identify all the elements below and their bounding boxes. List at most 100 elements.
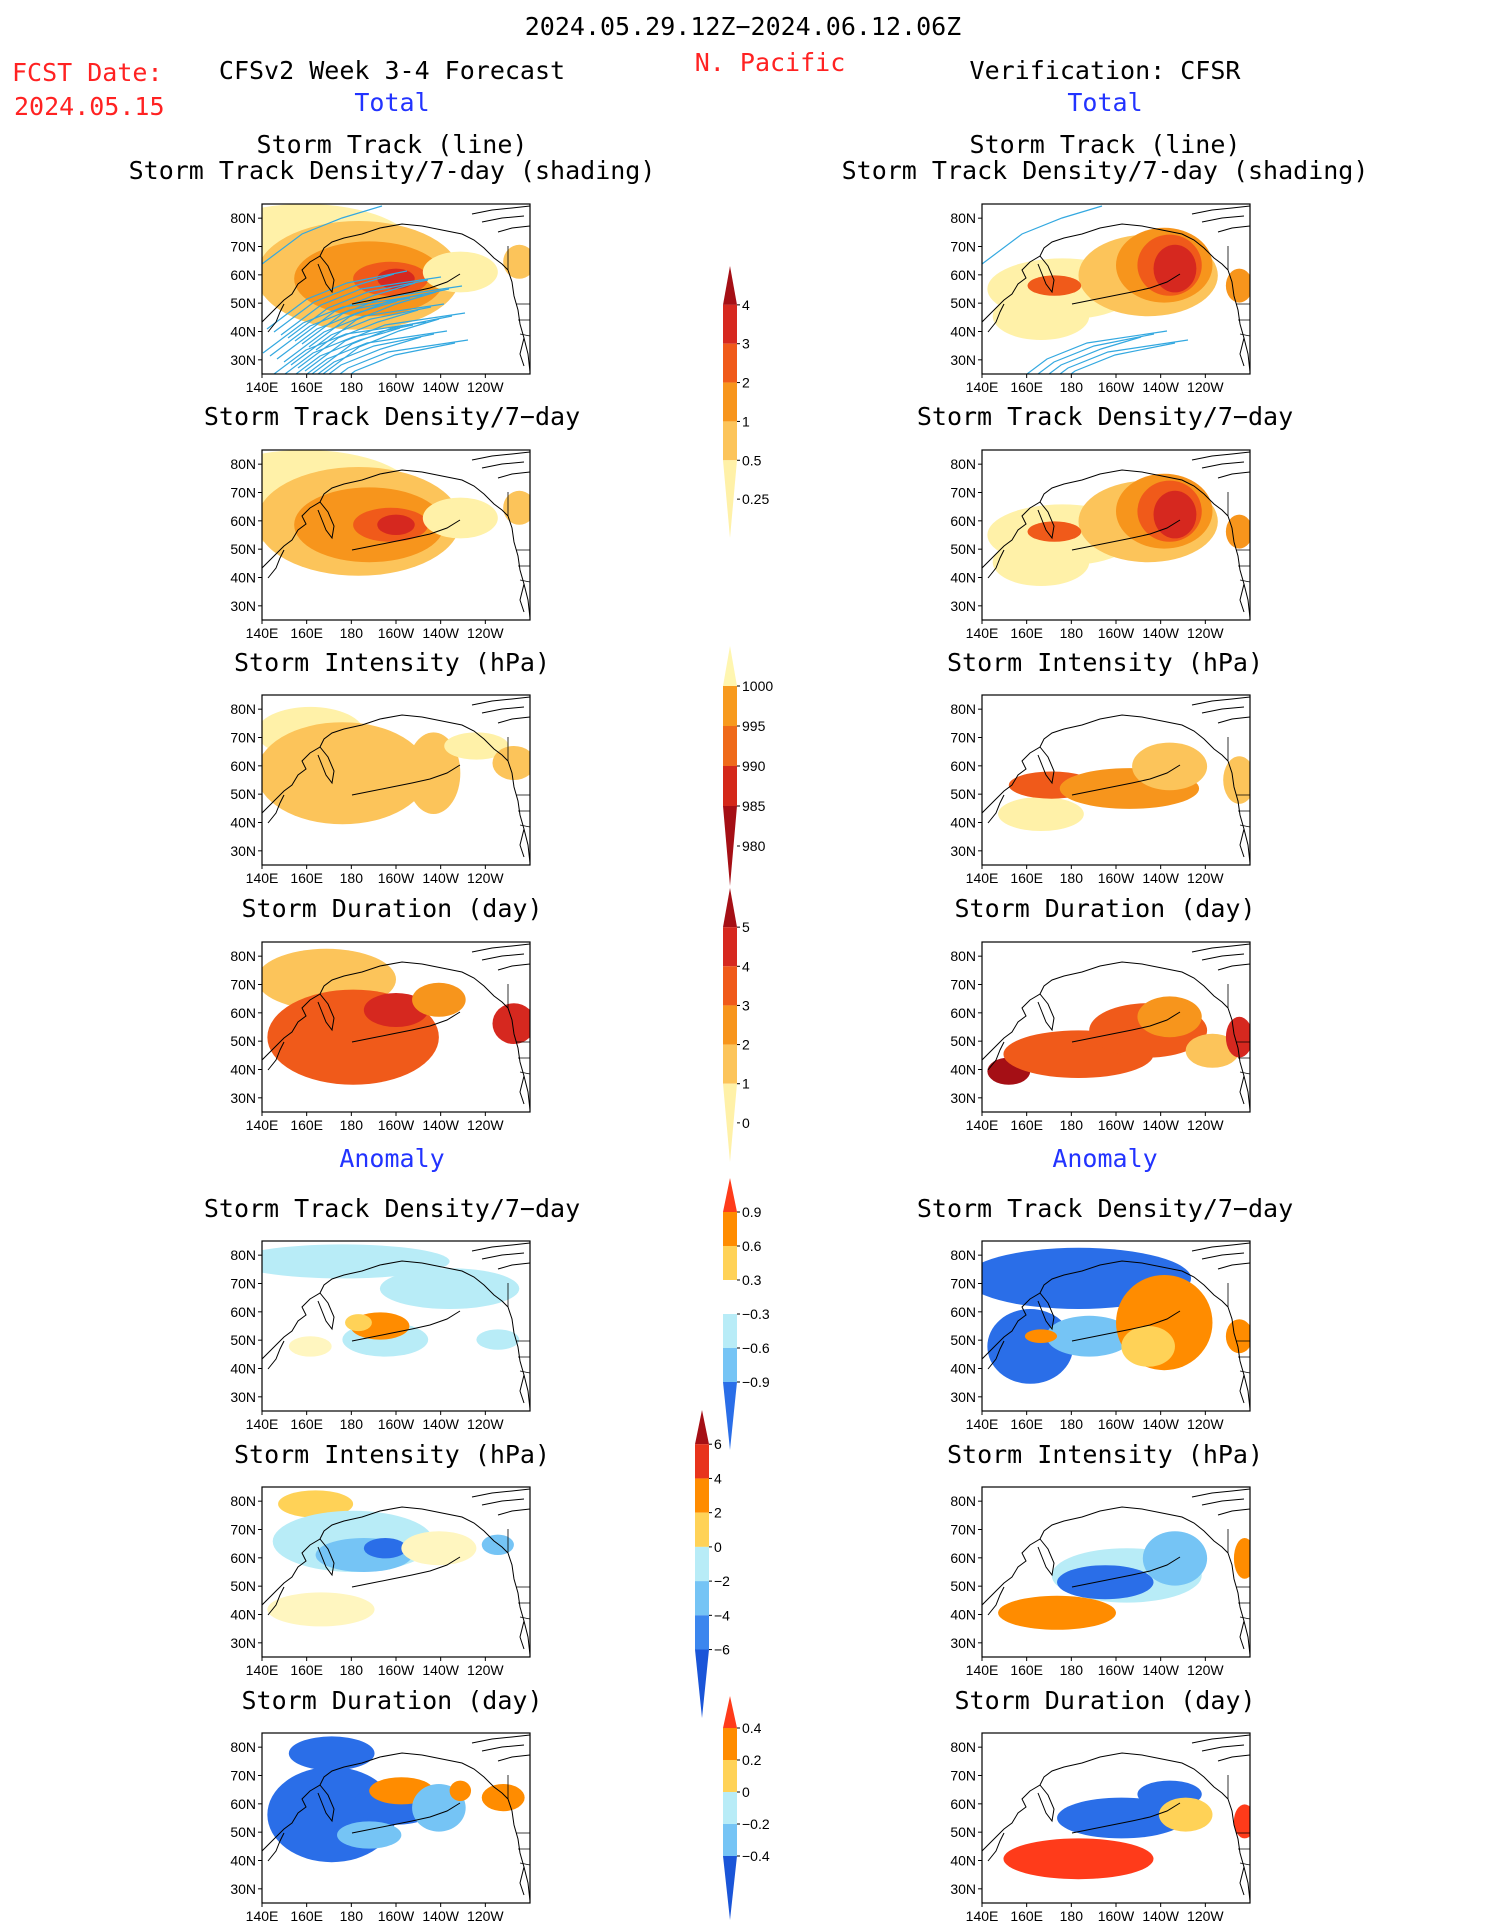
lon-tick-label: 180 [340, 379, 364, 395]
lat-tick-label: 80N [230, 1493, 256, 1509]
panel-title-duration-fcst: Storm Duration (day) [241, 894, 543, 923]
panel-title-density-anomaly-verif: Storm Track Density/7−day [916, 1194, 1294, 1223]
colorbar-intensity_anom-swatch [695, 1581, 709, 1616]
lon-tick-label: 160W [378, 1662, 415, 1678]
panel-track-line-fcst-track-10 [311, 315, 453, 374]
panel-duration-verif-coastline [982, 943, 1250, 1111]
colorbar-density: 4 3 2 1 0.5 0.25 [723, 266, 793, 542]
colorbar-density-swatch [723, 382, 737, 422]
lat-tick-label: 70N [230, 1276, 256, 1292]
section-label-total-right: Total [1067, 88, 1143, 117]
panel-density-verif-coastline [982, 451, 1250, 619]
lat-tick-label: 50N [950, 1332, 976, 1348]
lon-tick-label: 120W [1187, 625, 1224, 641]
lon-tick-label: 140E [246, 1908, 279, 1924]
lon-tick-label: 140E [966, 1908, 999, 1924]
panel-duration-anomaly-fcst-shade-7 [337, 1821, 402, 1849]
lat-tick-label: 40N [950, 815, 976, 831]
panel-title-track-line-verif: Storm Track Density/7-day (shading) [841, 156, 1369, 185]
panel-track-line-fcst-track-20 [301, 285, 463, 345]
colorbar-density-swatch [723, 343, 737, 383]
colorbar-density-label: 3 [742, 336, 750, 352]
panel-density-anomaly-verif-shade-5 [1024, 1329, 1058, 1343]
lon-tick-label: 180 [1060, 1416, 1084, 1432]
colorbar-duration-label: 2 [742, 1037, 750, 1053]
lon-tick-label: 140W [422, 1416, 459, 1432]
lat-tick-label: 50N [950, 786, 976, 802]
lon-tick-label: 120W [467, 1662, 504, 1678]
panel-title-density-verif: Storm Track Density/7−day [916, 402, 1294, 431]
panel-track-line-fcst-track-13 [290, 306, 432, 366]
colorbar-intensity_anom-label: 4 [714, 1470, 722, 1486]
lon-tick-label: 120W [1187, 1117, 1224, 1133]
lon-tick-label: 120W [467, 625, 504, 641]
lat-tick-label: 70N [950, 239, 976, 255]
lat-tick-label: 60N [950, 267, 976, 283]
panel-track-line-verif-track-3 [1048, 336, 1142, 374]
panel-duration-anomaly-fcst: 80N 70N 60N 50N 40N 30N 140E 160E 180 160W 140W 120… [230, 1732, 531, 1924]
panel-density-anomaly-verif-map: 80N 70N 60N 50N 40N 30N 140E 160E 180 160W 140W 120… [950, 1240, 1251, 1432]
lat-tick-label: 30N [230, 1635, 256, 1651]
panel-density-anomaly-fcst-shade-1 [379, 1268, 520, 1309]
lat-tick-label: 80N [230, 210, 256, 226]
panel-density-verif-shade-5 [1153, 490, 1197, 539]
panel-title-intensity-anomaly-verif: Storm Intensity (hPa) [946, 1440, 1264, 1469]
colorbar-duration_anom-swatch [723, 1824, 737, 1856]
panel-duration-fcst-map: 80N 70N 60N 50N 40N 30N 140E 160E 180 160W 140W 120… [230, 941, 531, 1133]
colorbar-density-label: 2 [742, 375, 750, 391]
colorbar-intensity-label: 980 [742, 838, 766, 854]
lon-tick-label: 160W [378, 1117, 415, 1133]
lon-tick-label: 120W [467, 1416, 504, 1432]
lat-tick-label: 60N [230, 513, 256, 529]
lat-tick-label: 80N [230, 948, 256, 964]
lat-tick-label: 60N [950, 1304, 976, 1320]
panel-track-line-fcst-track-5 [306, 330, 448, 374]
lon-tick-label: 160E [290, 1662, 323, 1678]
panel-intensity-anomaly-fcst-coastline [262, 1488, 530, 1656]
panel-density-anomaly-verif-coastline [982, 1242, 1250, 1410]
lon-tick-label: 120W [467, 870, 504, 886]
panel-track-line-verif-shade-1 [992, 292, 1090, 340]
lat-tick-label: 60N [230, 267, 256, 283]
panel-duration-verif-shade-5 [1225, 1016, 1250, 1058]
lon-tick-label: 180 [340, 625, 364, 641]
panel-density-anomaly-fcst-shade-4 [345, 1314, 372, 1332]
lon-tick-label: 140W [1142, 870, 1179, 886]
lon-tick-label: 140W [1142, 1662, 1179, 1678]
panel-intensity-anomaly-verif-coastline [982, 1488, 1250, 1656]
lat-tick-label: 30N [230, 598, 256, 614]
panel-intensity-fcst-coastline [262, 696, 530, 864]
colorbar-duration_anom-label: 0 [742, 1784, 750, 1800]
panel-duration-verif-shade-3 [1137, 996, 1202, 1038]
lat-tick-label: 40N [230, 815, 256, 831]
lon-tick-label: 160E [1010, 625, 1043, 641]
lon-tick-label: 140W [422, 625, 459, 641]
colorbar-duration_anom: 0.4 0.2 0 −0.2 −0.4 [723, 1696, 793, 1924]
panel-title-intensity-anomaly-fcst: Storm Intensity (hPa) [233, 1440, 551, 1469]
lat-tick-label: 70N [950, 1768, 976, 1784]
section-label-total-left: Total [354, 88, 430, 117]
lon-tick-label: 120W [467, 1908, 504, 1924]
colorbar-duration_anom-swatch [723, 1792, 737, 1824]
lat-tick-label: 50N [230, 295, 256, 311]
panel-track-line-fcst-shade-6 [503, 244, 530, 279]
lon-tick-label: 120W [467, 379, 504, 395]
colorbar-density_anom-swatch [723, 1212, 737, 1246]
lon-tick-label: 140W [1142, 1117, 1179, 1133]
panel-track-line-fcst-track-14 [283, 303, 445, 363]
lon-tick-label: 120W [1187, 379, 1224, 395]
lat-tick-label: 50N [950, 1033, 976, 1049]
lon-tick-label: 160E [1010, 1117, 1043, 1133]
lat-tick-label: 40N [950, 1062, 976, 1078]
lat-tick-label: 80N [950, 1493, 976, 1509]
lon-tick-label: 180 [340, 1662, 364, 1678]
colorbar-intensity_anom: 6 4 2 0 −2 −4 −6 [695, 1410, 765, 1722]
panel-track-line-fcst-track-15 [276, 300, 398, 360]
panel-density-verif: 80N 70N 60N 50N 40N 30N 140E 160E 180 160W 140W 120… [950, 449, 1251, 641]
panel-intensity-verif-shade-0 [998, 797, 1084, 831]
lon-tick-label: 160E [1010, 870, 1043, 886]
section-label-anomaly-left: Anomaly [339, 1144, 445, 1173]
lat-tick-label: 70N [230, 730, 256, 746]
lon-tick-label: 120W [1187, 1908, 1224, 1924]
